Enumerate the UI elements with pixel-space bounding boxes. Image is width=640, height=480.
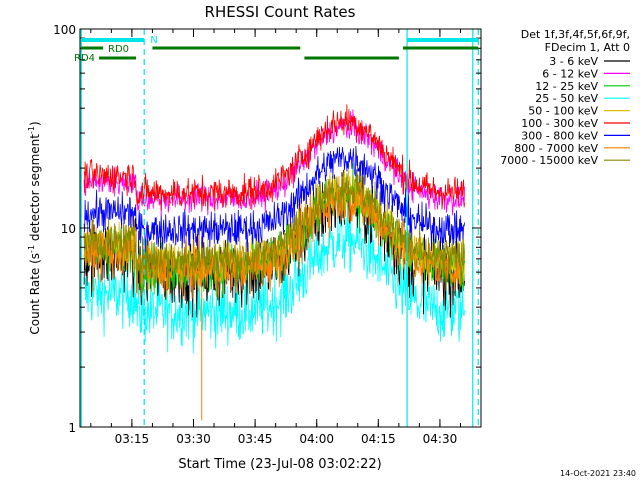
chart-title: RHESSI Count Rates bbox=[205, 3, 356, 21]
flag-n-label: N bbox=[150, 35, 157, 46]
x-axis-label: Start Time (23-Jul-08 03:02:22) bbox=[178, 457, 381, 472]
legend-entry-label: 50 - 100 keV bbox=[528, 105, 598, 118]
legend-entry-label: 7000 - 15000 keV bbox=[500, 154, 598, 167]
y-tick-label: 100 bbox=[53, 23, 76, 37]
x-tick-label: 03:45 bbox=[238, 432, 273, 446]
footer-timestamp: 14-Oct-2021 23:40 bbox=[560, 469, 636, 478]
y-tick-label: 10 bbox=[61, 222, 76, 236]
legend-header-line2: FDecim 1, Att 0 bbox=[545, 41, 630, 54]
legend-entry-label: 12 - 25 keV bbox=[535, 80, 598, 93]
series-line bbox=[83, 104, 465, 212]
x-tick-label: 04:15 bbox=[361, 432, 396, 446]
legend-entry-label: 300 - 800 keV bbox=[521, 129, 598, 142]
x-tick-label: 03:30 bbox=[176, 432, 211, 446]
axes-group: 03:15 03:30 03:45 04:00 04:15 04:30 1 10 100 N RD0… bbox=[53, 23, 482, 446]
legend-entry-label: 6 - 12 keV bbox=[542, 67, 598, 80]
x-tick-label: 03:15 bbox=[115, 432, 150, 446]
legend: Det 1f,3f,4f,5f,6f,9f, FDecim 1, Att 0 3… bbox=[500, 28, 630, 167]
legend-entry-label: 800 - 7000 keV bbox=[514, 142, 598, 155]
x-tick-label: 04:00 bbox=[299, 432, 334, 446]
x-tick-label: 04:30 bbox=[423, 432, 458, 446]
y-tick-label: 1 bbox=[68, 421, 76, 435]
plot-series-group bbox=[80, 29, 479, 427]
flag-rd4-label: RD4 bbox=[74, 53, 95, 64]
series-line bbox=[83, 145, 465, 253]
legend-header-line1: Det 1f,3f,4f,5f,6f,9f, bbox=[521, 28, 630, 41]
flag-rd0-label: RD0 bbox=[108, 44, 129, 55]
series-line bbox=[83, 205, 465, 354]
y-axis-label: Count Rate (s-1 detector segment-1) bbox=[27, 121, 42, 334]
legend-entry-label: 100 - 300 keV bbox=[521, 117, 598, 130]
series-line bbox=[83, 172, 465, 287]
legend-entry-label: 3 - 6 keV bbox=[549, 55, 598, 68]
legend-entry-label: 25 - 50 keV bbox=[535, 92, 598, 105]
